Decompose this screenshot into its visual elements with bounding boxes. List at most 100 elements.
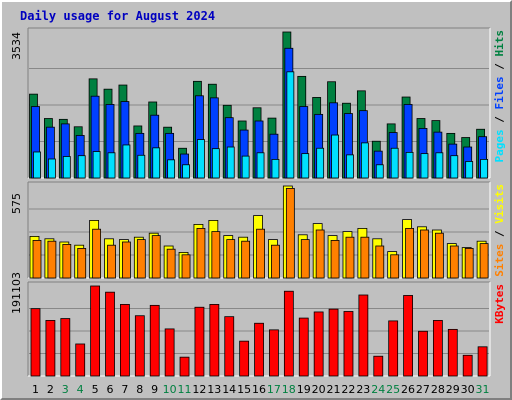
x-tick-label: 14 — [222, 383, 236, 396]
kbytes-bar — [328, 308, 339, 377]
legend-files: Files — [493, 76, 506, 109]
x-tick-label: 27 — [416, 383, 430, 396]
sites-bar — [256, 228, 265, 279]
sites-bar — [285, 187, 295, 279]
hits-legend: Pages / Files / Hits — [493, 30, 506, 163]
pages-bar — [182, 164, 190, 179]
sites-bar — [47, 240, 57, 279]
kbytes-bar — [283, 290, 294, 377]
kbytes-bar — [60, 318, 71, 377]
sites-bar — [345, 236, 355, 279]
y-axis-max-label: 3534 — [10, 32, 23, 60]
x-tick-label: 23 — [356, 383, 370, 396]
sites-bar — [62, 243, 72, 279]
sites-bar — [375, 245, 385, 279]
x-tick-label: 15 — [237, 383, 251, 396]
visits-legend: Sites / Visits — [493, 184, 506, 277]
pages-bar — [137, 154, 146, 179]
sites-bar — [196, 227, 206, 279]
kbytes-bar — [194, 306, 205, 377]
sites-bar — [464, 247, 474, 279]
x-tick-label: 7 — [121, 383, 128, 396]
x-tick-label: 18 — [282, 383, 296, 396]
pages-bar — [465, 161, 474, 179]
x-tick-label: 21 — [327, 383, 341, 396]
sites-bar — [151, 235, 161, 279]
sites-bar — [136, 239, 146, 279]
kbytes-bar — [254, 322, 264, 377]
sites-bar — [77, 247, 87, 279]
sites-bar — [226, 239, 236, 279]
y-axis-max-label: 575 — [10, 193, 23, 214]
kbytes-bar — [462, 354, 473, 377]
pages-bar — [256, 152, 265, 179]
pages-bar — [360, 142, 369, 179]
pages-bar — [92, 151, 101, 179]
pages-bar — [122, 144, 131, 179]
chart-title: Daily usage for August 2024 — [20, 9, 216, 23]
kbytes-bar — [90, 285, 101, 377]
kbytes-bar — [224, 316, 235, 377]
kbytes-bar — [373, 355, 384, 377]
kbytes-bar — [313, 311, 324, 377]
x-tick-label: 9 — [151, 383, 158, 396]
pages-bar — [450, 155, 459, 179]
pages-bar — [211, 148, 220, 179]
pages-bar — [107, 152, 116, 179]
kbytes-bar — [209, 304, 220, 377]
sites-bar — [330, 239, 340, 279]
x-tick-label: 25 — [386, 383, 400, 396]
kbytes-bar — [239, 340, 250, 377]
kbytes-bar — [120, 304, 130, 377]
x-tick-label: 24 — [371, 383, 385, 396]
x-tick-label: 2 — [47, 383, 54, 396]
pages-bar — [375, 164, 384, 179]
kbytes-bar — [164, 328, 175, 377]
pages-bar — [405, 151, 414, 179]
pages-bar — [48, 158, 56, 179]
kbytes-bar — [30, 308, 41, 377]
x-tick-label: 19 — [297, 383, 311, 396]
sites-bar — [271, 244, 280, 279]
legend-pages: Pages — [493, 129, 506, 162]
legend-visits: Visits — [493, 184, 506, 224]
legend-kbytes: KBytes — [493, 284, 506, 324]
pages-bar — [33, 151, 41, 179]
x-tick-label: 11 — [177, 383, 191, 396]
sites-bar — [241, 240, 251, 279]
pages-bar — [197, 139, 205, 179]
pages-bar — [152, 147, 161, 179]
x-tick-label: 20 — [312, 383, 326, 396]
sites-bar — [449, 245, 459, 279]
x-tick-label: 3 — [62, 383, 69, 396]
x-tick-label: 30 — [461, 383, 475, 396]
kbytes-bar — [358, 294, 369, 377]
kbytes-bar — [149, 304, 160, 377]
x-tick-label: 29 — [446, 383, 460, 396]
sites-bar — [92, 228, 102, 279]
x-tick-label: 26 — [401, 383, 415, 396]
x-tick-label: 1 — [32, 383, 39, 396]
legend-separator: / — [493, 110, 506, 130]
kbytes-bar — [388, 320, 399, 377]
pages-bar — [420, 153, 429, 179]
kbytes-bar — [447, 328, 458, 377]
kbytes-bar — [477, 346, 488, 377]
x-tick-label: 31 — [476, 383, 490, 396]
sites-bar — [420, 229, 429, 279]
kbytes-bar — [179, 356, 190, 377]
sites-bar — [211, 231, 221, 279]
sites-bar — [181, 254, 191, 279]
x-tick-label: 22 — [341, 383, 355, 396]
kbytes-bar — [75, 343, 86, 377]
kbytes-bar — [269, 329, 279, 377]
kbytes-bar — [432, 320, 443, 377]
pages-bar — [286, 71, 295, 179]
kbytes-legend: KBytes — [493, 284, 506, 324]
kbytes-bar — [45, 320, 56, 377]
sites-bar — [107, 244, 116, 279]
sites-bar — [434, 232, 444, 279]
legend-separator: / — [493, 224, 506, 244]
